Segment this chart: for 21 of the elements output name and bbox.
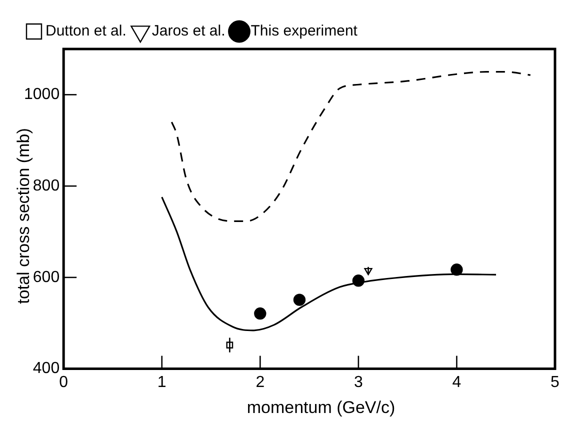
x-tick-label: 4	[452, 374, 462, 391]
legend-label: This experiment	[250, 22, 358, 40]
line-series	[161, 196, 497, 332]
y-tick-label: 600	[32, 268, 60, 286]
legend-label: Dutton et al.	[46, 22, 126, 40]
x-tick-label: 1	[157, 374, 166, 391]
point	[254, 307, 266, 320]
y-axis-title: total cross section (mb)	[14, 128, 34, 304]
x-tick-label: 5	[550, 374, 560, 391]
line-series	[170, 71, 532, 222]
x-tick-label: 2	[256, 374, 265, 391]
point	[450, 264, 463, 276]
x-tick-label: 0	[59, 374, 68, 391]
x-axis-title: momentum (GeV/c)	[246, 398, 396, 418]
point	[352, 274, 365, 287]
y-tick-label: 400	[32, 360, 60, 378]
y-tick-label: 1000	[24, 86, 60, 104]
point	[293, 294, 306, 306]
legend-label: Jaros et al.	[152, 22, 226, 40]
y-tick-label: 800	[32, 177, 60, 194]
x-tick-label: 3	[354, 374, 363, 391]
